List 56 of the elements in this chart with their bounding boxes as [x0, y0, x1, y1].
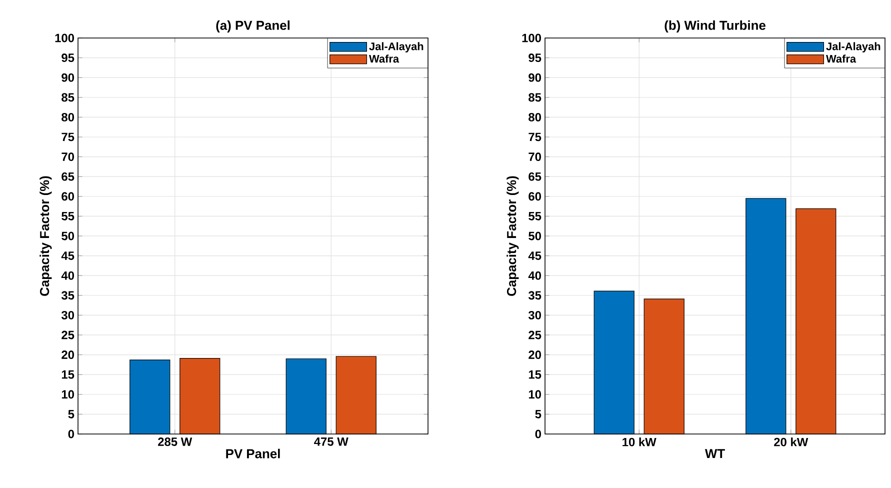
x-tick-label: 475 W	[314, 438, 348, 446]
y-tick-label: 70	[62, 152, 74, 162]
y-tick-label: 30	[528, 310, 541, 320]
legend-label: Wafra	[369, 54, 400, 63]
y-tick-label: 40	[61, 271, 74, 280]
y-tick-label: 60	[62, 192, 74, 201]
y-tick-label: 95	[528, 54, 542, 62]
y-tick-label: 55	[528, 212, 542, 220]
y-tick-label: 10	[528, 390, 541, 399]
y-tick-label: 25	[528, 330, 542, 340]
y-tick-label: 0	[68, 430, 74, 438]
y-tick-label: 35	[528, 291, 542, 300]
y-tick-label: 0	[535, 430, 541, 438]
y-tick-label: 100	[522, 34, 541, 42]
y-tick-label: 35	[61, 291, 74, 300]
y-tick-label: 90	[528, 73, 541, 82]
x-tick-label: 10 kW	[622, 438, 656, 446]
y-tick-label: 55	[62, 212, 74, 220]
y-tick-label: 75	[62, 132, 74, 142]
y-tick-label: 90	[62, 73, 74, 82]
x-tick-label: 20 kW	[774, 438, 808, 446]
y-tick-label: 5	[535, 410, 542, 418]
y-tick-label: 75	[528, 132, 542, 142]
y-tick-label: 60	[528, 192, 541, 201]
y-tick-label: 95	[62, 54, 74, 62]
x-axis-title: PV Panel	[226, 448, 280, 458]
y-tick-label: 80	[528, 112, 541, 122]
y-tick-label: 65	[528, 172, 542, 181]
y-tick-label: 65	[62, 172, 74, 181]
x-axis-title: WT	[704, 449, 725, 458]
y-tick-label: 30	[61, 310, 74, 320]
y-tick-label: 85	[528, 93, 542, 102]
y-tick-label: 5	[68, 410, 74, 418]
y-tick-label: 15	[62, 370, 74, 379]
legend-label: Jal-Alayah	[826, 42, 880, 52]
y-tick-label: 85	[62, 93, 74, 102]
x-tick-label: 285 W	[158, 438, 192, 446]
y-axis-title: Capacity Factor (%)	[506, 176, 519, 296]
y-tick-label: 25	[62, 330, 74, 340]
y-tick-label: 50	[62, 232, 74, 240]
y-tick-label: 45	[61, 252, 74, 260]
y-tick-label: 20	[62, 350, 74, 360]
y-tick-label: 80	[62, 112, 74, 122]
y-tick-label: 10	[62, 390, 74, 399]
chart-title: (a) PV Panel	[216, 20, 290, 32]
y-tick-label: 50	[528, 232, 541, 240]
y-tick-label: 45	[528, 252, 542, 260]
y-tick-label: 15	[528, 370, 542, 379]
y-axis-title: Capacity Factor (%)	[40, 176, 52, 296]
y-tick-label: 100	[55, 34, 74, 42]
legend-label: Wafra	[826, 54, 856, 63]
chart-title: (b) Wind Turbine	[664, 20, 766, 32]
legend-label: Jal-Alayah	[369, 42, 424, 52]
y-tick-label: 70	[528, 152, 541, 162]
y-tick-label: 40	[528, 271, 541, 280]
y-tick-label: 20	[528, 350, 541, 360]
